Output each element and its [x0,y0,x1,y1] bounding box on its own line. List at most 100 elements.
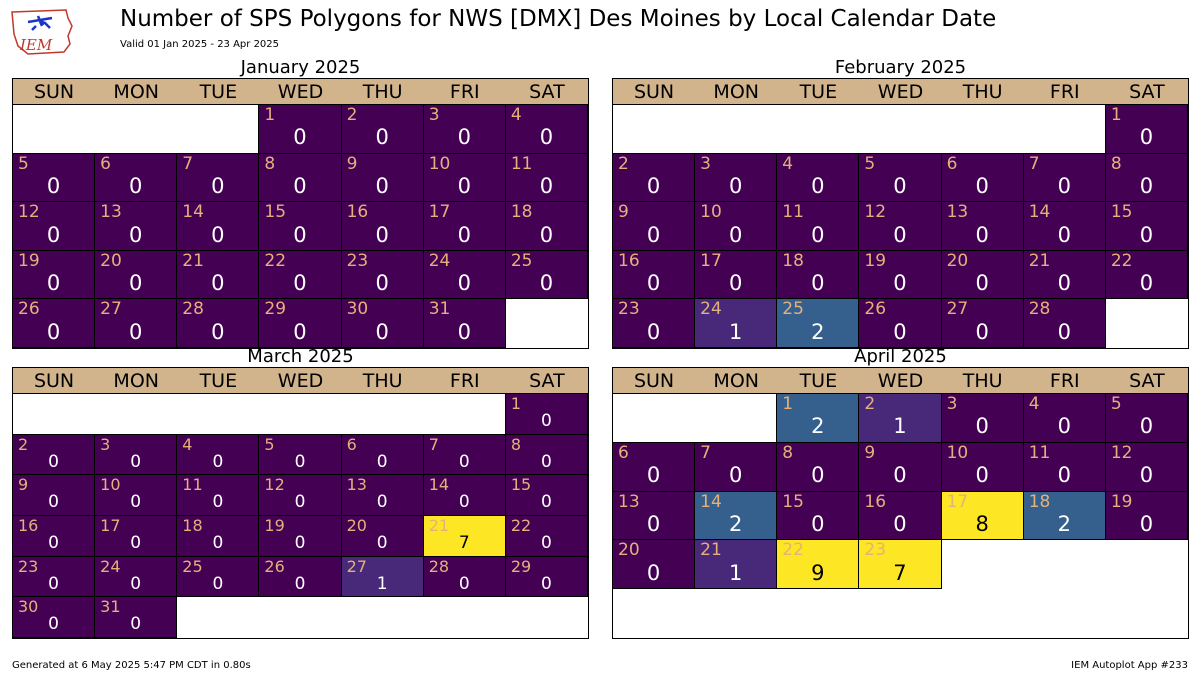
day-cell: 18 0 [776,249,860,300]
day-count: 0 [211,174,225,198]
day-count: 0 [1057,319,1071,344]
day-count: 0 [46,174,61,198]
day-cell: 12 0 [258,474,342,516]
day-count: 0 [893,512,907,537]
day-count: 0 [294,573,306,594]
day-number: 8 [510,434,522,454]
day-number: 27 [346,556,367,576]
day-count: 0 [457,271,471,296]
weekday-label: SUN [633,370,675,392]
day-count: 0 [130,451,142,472]
footer-app: IEM Autoplot App #233 [1071,660,1188,671]
day-cell: 25 0 [176,555,260,598]
day-cell: 19 0 [12,249,96,300]
day-cell: 10 0 [940,441,1024,492]
day-count: 0 [539,174,554,198]
day-number: 16 [18,516,39,535]
day-count: 0 [458,451,470,472]
day-number: 31 [100,597,121,617]
day-number: 19 [864,250,887,271]
day-number: 11 [1028,442,1051,463]
weekday-label: TUE [799,370,838,392]
day-cell: 16 0 [340,201,424,251]
day-cell: 27 0 [940,298,1024,348]
day-count: 0 [457,125,471,150]
day-cell: 13 0 [612,490,696,541]
day-count: 0 [646,174,661,198]
day-cell: 13 0 [94,201,178,251]
day-number: 13 [346,475,367,495]
day-count: 0 [975,414,989,439]
day-count: 0 [46,222,61,247]
day-number: 29 [264,299,287,320]
day-count: 0 [1057,174,1071,198]
calendar-grid: SUN MON TUE WED THU FRI SAT 1 0 2 0 3 0 4 0 5 0 6 0 7 0 8 0 9 0 1… [12,367,589,639]
weekday-header-row: SUN MON TUE WED THU FRI SAT [613,79,1188,105]
day-number: 28 [182,299,204,320]
day-number: 12 [1110,442,1133,463]
day-count: 0 [646,222,661,247]
day-count: 0 [457,222,471,247]
day-count: 0 [539,125,554,150]
day-number: 28 [1028,299,1051,320]
day-count: 0 [129,271,143,296]
day-number: 4 [782,153,794,174]
month-panel-january: January 2025 SUN MON TUE WED THU FRI SAT 1 0 2 0 3 0… [12,58,589,349]
day-cell: 21 0 [1022,249,1106,300]
day-count: 0 [46,319,61,344]
day-number: 16 [346,202,369,223]
day-cell: 30 0 [340,298,424,348]
day-cell: 28 0 [1022,298,1106,348]
day-cell: 11 0 [776,201,860,251]
day-number: 4 [510,105,522,125]
day-number: 20 [946,250,969,271]
day-cell: 29 0 [258,298,342,348]
day-number: 3 [100,434,111,454]
day-number: 15 [510,475,532,495]
day-number: 20 [346,516,367,535]
day-cell: 12 0 [858,201,942,251]
day-cell: 13 0 [940,201,1024,251]
day-cell: 13 0 [340,474,424,516]
day-count: 0 [541,533,552,554]
day-number: 7 [1028,153,1040,174]
day-cell: 17 0 [422,201,506,251]
day-number: 20 [618,540,640,561]
day-cell: 28 0 [422,555,506,598]
day-number: 12 [864,202,887,223]
day-count: 0 [376,492,388,513]
calendar-grid: SUN MON TUE WED THU FRI SAT 1 2 2 1 3 0 4 0 5 0 6 0 7 0 8 0 9 0 1… [612,367,1189,639]
day-cell: 18 0 [176,515,260,557]
iem-logo-icon: IEM [11,9,73,55]
day-number: 26 [18,299,40,320]
day-number: 22 [264,250,287,271]
day-cell: 22 0 [1104,249,1188,300]
day-cell: 16 0 [12,515,96,557]
day-number: 21 [182,250,204,271]
day-count: 0 [646,463,661,488]
day-count: 0 [729,463,743,488]
day-count: 2 [729,512,743,537]
day-cell: 25 2 [776,298,860,348]
day-number: 6 [946,153,958,174]
day-count: 0 [729,271,743,296]
day-number: 5 [864,153,876,174]
day-count: 0 [293,271,307,296]
day-number: 2 [864,394,876,414]
day-count: 0 [1057,271,1071,296]
day-count: 0 [1139,414,1154,439]
day-count: 0 [539,271,554,296]
day-number: 6 [618,442,629,463]
day-cell: 11 0 [1022,441,1106,492]
weekday-label: WED [277,81,324,103]
